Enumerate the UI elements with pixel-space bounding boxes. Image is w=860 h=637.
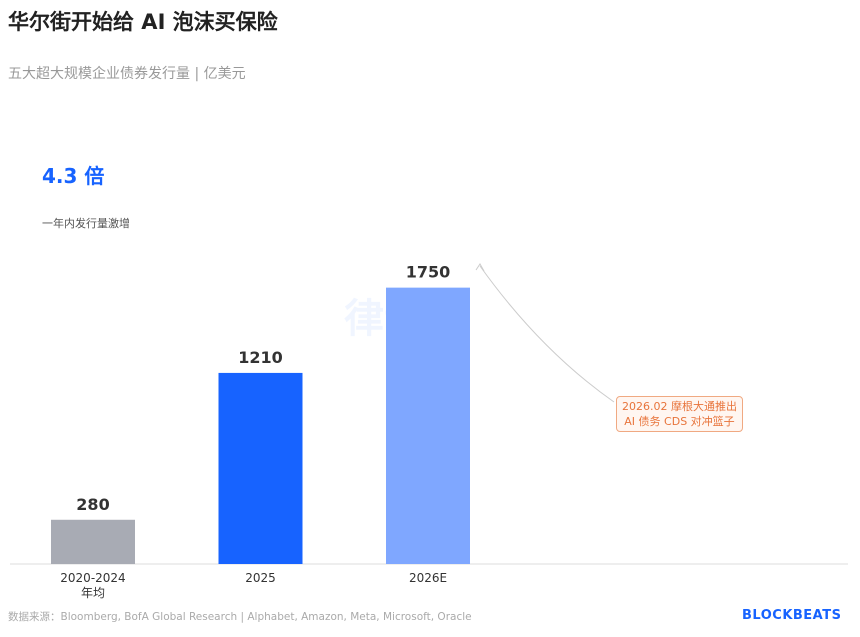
data-label: 1750	[406, 263, 451, 282]
brand-logo: BLOCKBEATS	[742, 608, 842, 623]
bar	[51, 519, 135, 564]
source-note: 数据来源：Bloomberg, BofA Global Research | A…	[8, 611, 472, 623]
x-tick-label: 年均	[81, 586, 105, 600]
x-tick-label: 2025	[245, 571, 276, 585]
highlight-value: 4.3 倍	[42, 164, 105, 188]
chart-subtitle: 五大超大规模企业债券发行量 | 亿美元	[8, 66, 246, 82]
chart-title: 华尔街开始给 AI 泡沫买保险	[8, 10, 278, 34]
data-label: 280	[76, 495, 109, 514]
annotation-line-1: 2026.02 摩根大通推出	[622, 400, 737, 413]
annotation-arrow	[479, 265, 615, 403]
bar	[218, 372, 303, 564]
highlight-label: 一年内发行量激增	[42, 217, 130, 230]
data-label: 1210	[238, 348, 283, 367]
annotation-arrowhead	[475, 263, 485, 272]
annotation-line-2: AI 债务 CDS 对冲篮子	[624, 415, 735, 428]
annotation-callout: 2026.02 摩根大通推出 AI 债务 CDS 对冲篮子	[616, 396, 743, 432]
x-tick-label: 2020-2024	[60, 571, 125, 585]
x-tick-label: 2026E	[409, 571, 447, 585]
bar	[386, 287, 470, 564]
